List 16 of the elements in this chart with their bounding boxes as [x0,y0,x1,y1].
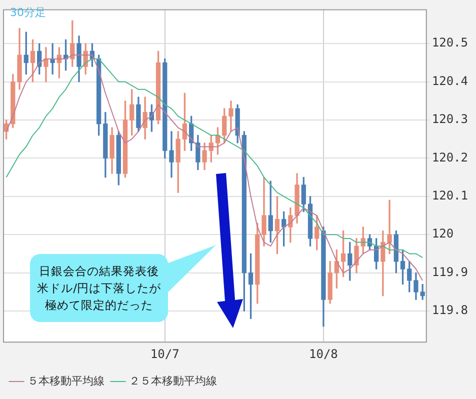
y-tick-label: 120 [432,226,454,241]
y-tick-label: 120.2 [432,150,468,164]
x-tick-label: 10/8 [309,346,338,361]
annotation: 極めて限定的だった [45,296,153,314]
legend-label: ２５本移動平均線 [129,374,217,388]
chart-title: 30分足 [10,5,46,20]
y-tick-label: 119.9 [432,264,468,279]
x-tick-label: 10/7 [150,346,180,361]
y-tick-label: 120.1 [432,188,468,203]
legend-label: ５本移動平均線 [28,374,104,388]
y-tick-label: 119.8 [432,303,468,318]
y-tick-label: 120.4 [432,74,468,88]
y-tick-label: 120.3 [432,112,468,126]
annotation: 日銀会合の結果発表後 [39,262,159,280]
annotation: 米ドル/円は下落したが [37,280,161,296]
y-tick-label: 120.5 [432,36,468,50]
